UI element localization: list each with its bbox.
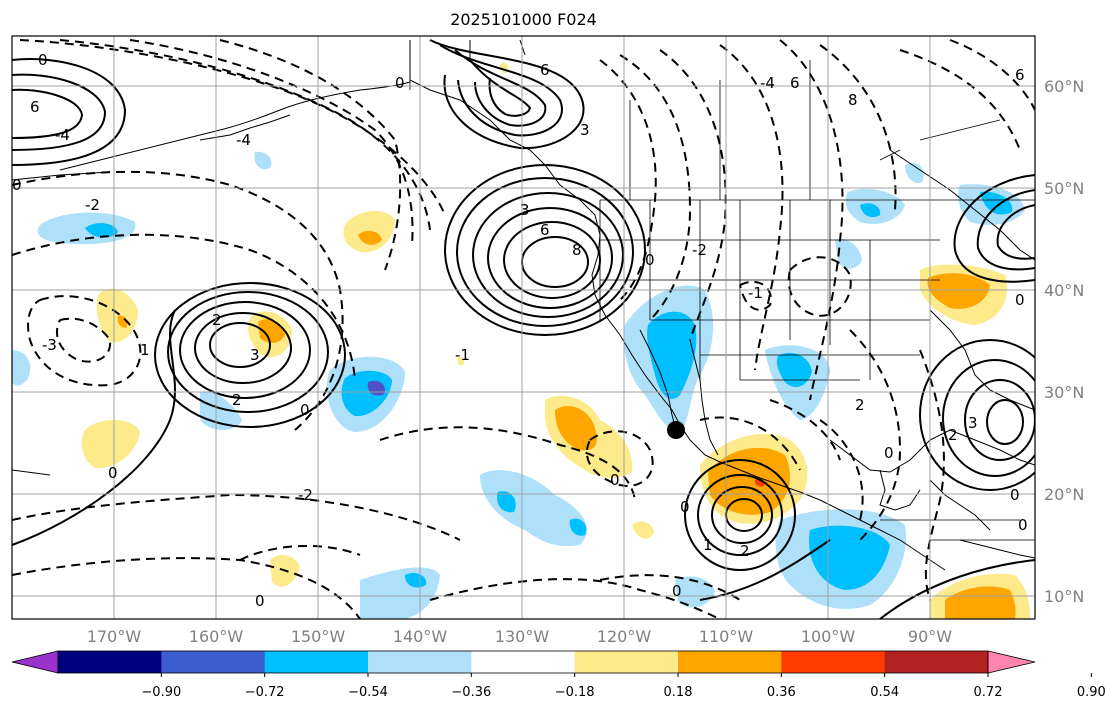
contour-label: 1 bbox=[140, 341, 150, 359]
contour-label: -4 bbox=[760, 74, 775, 92]
contour-label: 2 bbox=[212, 311, 222, 329]
contour-label: -1 bbox=[455, 346, 470, 364]
colorbar-segment bbox=[884, 651, 989, 673]
colorbar-segment bbox=[264, 651, 369, 673]
lon-label: 140°W bbox=[393, 627, 448, 646]
contour-label: 2 bbox=[232, 391, 242, 409]
contour-label: 0 bbox=[108, 464, 118, 482]
contour-label: 6 bbox=[790, 74, 800, 92]
lat-label: 20°N bbox=[1044, 485, 1084, 504]
lat-label: 30°N bbox=[1044, 383, 1084, 402]
latitude-labels: 60°N 50°N 40°N 30°N 20°N 10°N bbox=[1044, 77, 1084, 606]
colorbar-extend-high bbox=[987, 650, 1036, 674]
contour-label: 6 bbox=[1015, 66, 1025, 84]
colorbar-segment bbox=[368, 651, 472, 673]
colorbar-segment bbox=[574, 651, 679, 673]
lat-label: 50°N bbox=[1044, 179, 1084, 198]
graticule bbox=[12, 36, 1035, 619]
contour-label: 3 bbox=[968, 414, 978, 432]
colorbar-label: 0.72 bbox=[974, 685, 1003, 700]
contour-label: 0 bbox=[1015, 291, 1025, 309]
colorbar-label: 0.90 bbox=[1077, 685, 1105, 700]
contour-label: 6 bbox=[540, 221, 550, 239]
location-marker bbox=[667, 421, 685, 439]
contour-label: 6 bbox=[540, 61, 550, 79]
contour-label: 0 bbox=[300, 401, 310, 419]
lon-label: 100°W bbox=[801, 627, 856, 646]
colorbar-outline bbox=[57, 650, 989, 674]
contour-label: 0 bbox=[12, 176, 22, 194]
colorbar-label: −0.90 bbox=[141, 685, 181, 700]
colorbar-label: 0.18 bbox=[664, 685, 693, 700]
colorbar-label: −0.36 bbox=[451, 685, 491, 700]
contour-label: -2 bbox=[298, 486, 313, 504]
contour-label: 2 bbox=[740, 542, 750, 560]
contour-label: 0 bbox=[645, 251, 655, 269]
colorbar-segment bbox=[471, 651, 576, 673]
contour-label: 0 bbox=[38, 51, 48, 69]
colorbar-segment bbox=[781, 651, 886, 673]
colorbar-label: −0.54 bbox=[348, 685, 388, 700]
longitude-labels: 170°W 160°W 150°W 140°W 130°W 120°W 110°… bbox=[87, 627, 952, 646]
lon-label: 170°W bbox=[87, 627, 142, 646]
lat-label: 60°N bbox=[1044, 77, 1084, 96]
contour-label: 0 bbox=[1010, 486, 1020, 504]
contour-label: -1 bbox=[748, 284, 763, 302]
lon-label: 150°W bbox=[291, 627, 346, 646]
colorbar: −0.90 −0.72 −0.54 −0.36 −0.18 0.18 0.36 0.54 0.7… bbox=[11, 650, 1105, 700]
colorbar-label: 0.36 bbox=[767, 685, 796, 700]
map-title: 2025101000 F024 bbox=[450, 10, 597, 29]
contour-label: -3 bbox=[42, 336, 57, 354]
contour-labels: 0 -2 -3 -4 0 -4 6 1 2 3 2 0 0 -2 0 -1 3 … bbox=[12, 51, 1028, 610]
contour-label: 2 bbox=[855, 396, 865, 414]
solid-contours bbox=[12, 39, 1035, 619]
colorbar-segment bbox=[678, 651, 782, 673]
contour-label: 0 bbox=[672, 582, 682, 600]
lon-label: 110°W bbox=[699, 627, 754, 646]
colorbar-segment bbox=[58, 651, 162, 673]
colorbar-label: −0.18 bbox=[555, 685, 595, 700]
lon-label: 130°W bbox=[495, 627, 550, 646]
state-borders bbox=[409, 40, 1035, 541]
contour-label: 1 bbox=[703, 536, 713, 554]
lat-label: 10°N bbox=[1044, 587, 1084, 606]
contour-label: -4 bbox=[55, 126, 70, 144]
colorbar-label: −0.72 bbox=[245, 685, 285, 700]
colorbar-extend-low bbox=[11, 650, 59, 674]
contour-label: 0 bbox=[884, 444, 894, 462]
contour-label: -2 bbox=[85, 196, 100, 214]
lon-label: 90°W bbox=[908, 627, 952, 646]
contour-label: 8 bbox=[572, 241, 582, 259]
contour-label: -2 bbox=[692, 241, 707, 259]
colorbar-segment bbox=[161, 651, 266, 673]
contour-label: 2 bbox=[948, 426, 958, 444]
contour-label: 0 bbox=[1018, 516, 1028, 534]
map-layers: 0 -2 -3 -4 0 -4 6 1 2 3 2 0 0 -2 0 -1 3 … bbox=[12, 36, 1035, 619]
contour-label: 3 bbox=[580, 121, 590, 139]
contour-label: 0 bbox=[610, 471, 620, 489]
contour-label: 6 bbox=[30, 98, 40, 116]
contour-label: 0 bbox=[255, 592, 265, 610]
contour-label: -4 bbox=[236, 131, 251, 149]
contour-label: 8 bbox=[848, 91, 858, 109]
lat-label: 40°N bbox=[1044, 281, 1084, 300]
lon-label: 160°W bbox=[189, 627, 244, 646]
lon-label: 120°W bbox=[597, 627, 652, 646]
colorbar-label: 0.54 bbox=[870, 685, 899, 700]
plot-frame bbox=[11, 35, 1036, 620]
contour-label: 3 bbox=[520, 201, 530, 219]
contour-label: 0 bbox=[680, 498, 690, 516]
contour-label: 3 bbox=[250, 346, 260, 364]
contour-label: 0 bbox=[395, 74, 405, 92]
